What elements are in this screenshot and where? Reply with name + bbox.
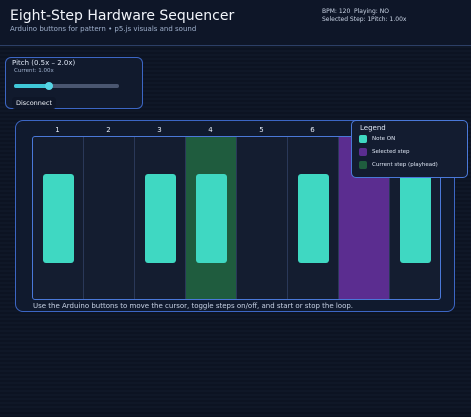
- hint: Use the Arduino buttons to move the curs…: [33, 302, 354, 310]
- note-on[interactable]: [298, 174, 329, 263]
- step: [288, 137, 339, 299]
- playing: Playing: NO: [354, 8, 389, 15]
- step-label: 5: [259, 126, 264, 134]
- note-on[interactable]: [400, 174, 431, 263]
- legend-item: Note ON: [359, 135, 395, 143]
- legend-label: Note ON: [372, 136, 396, 142]
- step-label: 1: [55, 126, 60, 134]
- note-on[interactable]: [145, 174, 176, 263]
- legend-item: Selected step: [359, 148, 410, 156]
- legend-swatch: [359, 161, 367, 169]
- selected-step: Selected Step: 1: [322, 16, 372, 23]
- step: [135, 137, 186, 299]
- step-label: 3: [157, 126, 162, 134]
- slider-fill: [14, 84, 49, 88]
- slider-track[interactable]: [14, 84, 119, 88]
- pitch-label: Pitch (0.5x – 2.0x): [12, 59, 76, 67]
- legend-swatch: [359, 135, 367, 143]
- step: [390, 137, 440, 299]
- legend: Legend Note ON Selected step Current step …: [351, 120, 468, 178]
- step-label: 6: [310, 126, 315, 134]
- note-on[interactable]: [43, 174, 74, 263]
- step: [84, 137, 135, 299]
- legend-item: Current step (playhead): [359, 161, 438, 169]
- header: [0, 0, 471, 46]
- step: [186, 137, 237, 299]
- subtitle: Arduino buttons for pattern • p5.js visu…: [10, 25, 197, 33]
- step-grid: [32, 136, 441, 300]
- note-on[interactable]: [196, 174, 227, 263]
- title: Eight-Step Hardware Sequencer: [10, 8, 235, 24]
- slider-knob[interactable]: [45, 82, 53, 90]
- legend-title: Legend: [360, 124, 386, 132]
- legend-swatch: [359, 148, 367, 156]
- legend-label: Current step (playhead): [372, 162, 438, 168]
- step-label: 2: [106, 126, 111, 134]
- disconnect-button[interactable]: Disconnect: [12, 97, 56, 109]
- pitch-status: Pitch: 1.00x: [371, 16, 407, 23]
- legend-label: Selected step: [372, 149, 410, 155]
- pitch-current: Current: 1.00x: [14, 68, 54, 74]
- step: [33, 137, 84, 299]
- bpm: BPM: 120: [322, 8, 351, 15]
- step-label: 4: [208, 126, 213, 134]
- step: [237, 137, 288, 299]
